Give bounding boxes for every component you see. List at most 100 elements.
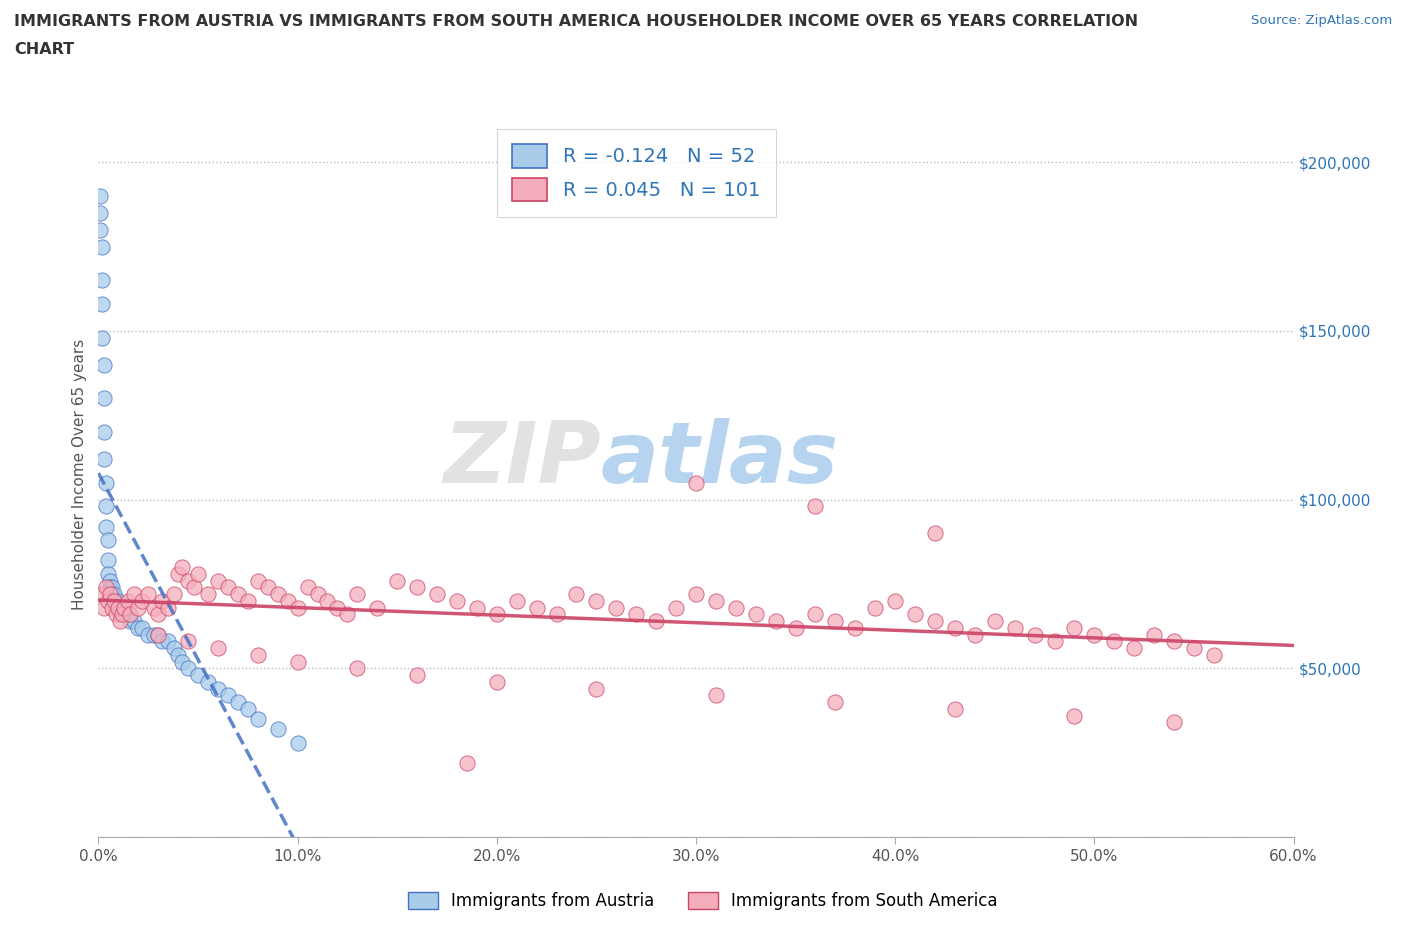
Point: [1182, 641, 1205, 656]
Point: [236, 701, 259, 716]
Point: [93, 357, 115, 372]
Point: [97, 553, 120, 568]
Point: [963, 627, 986, 642]
Point: [177, 634, 200, 649]
Point: [585, 593, 607, 608]
Legend: Immigrants from Austria, Immigrants from South America: Immigrants from Austria, Immigrants from…: [402, 885, 1004, 917]
Point: [745, 607, 768, 622]
Point: [91, 272, 114, 287]
Point: [1043, 634, 1066, 649]
Point: [704, 688, 727, 703]
Point: [107, 600, 129, 615]
Point: [704, 593, 727, 608]
Point: [111, 600, 134, 615]
Point: [307, 587, 329, 602]
Point: [177, 661, 200, 676]
Point: [685, 475, 707, 490]
Point: [150, 634, 173, 649]
Point: [246, 573, 269, 588]
Point: [93, 391, 115, 405]
Point: [187, 668, 209, 683]
Point: [107, 593, 129, 608]
Point: [1024, 627, 1046, 642]
Point: [804, 498, 827, 513]
Point: [105, 607, 128, 622]
Point: [124, 614, 146, 629]
Point: [943, 701, 966, 716]
Text: CHART: CHART: [14, 42, 75, 57]
Point: [148, 627, 170, 642]
Point: [136, 627, 159, 642]
Point: [97, 566, 120, 581]
Point: [157, 600, 180, 615]
Point: [167, 647, 190, 662]
Text: Source: ZipAtlas.com: Source: ZipAtlas.com: [1251, 14, 1392, 27]
Point: [426, 587, 449, 602]
Point: [1004, 620, 1026, 635]
Point: [131, 593, 153, 608]
Point: [585, 681, 607, 696]
Point: [485, 607, 508, 622]
Point: [904, 607, 927, 622]
Point: [226, 587, 249, 602]
Point: [197, 587, 219, 602]
Point: [246, 647, 269, 662]
Point: [506, 593, 529, 608]
Point: [546, 607, 568, 622]
Point: [943, 620, 966, 635]
Point: [287, 600, 309, 615]
Point: [267, 722, 290, 737]
Point: [148, 627, 170, 642]
Point: [984, 614, 1007, 629]
Point: [924, 614, 946, 629]
Point: [1083, 627, 1105, 642]
Point: [89, 206, 111, 220]
Point: [172, 560, 194, 575]
Point: [183, 580, 205, 595]
Point: [117, 607, 139, 622]
Point: [120, 607, 142, 622]
Point: [385, 573, 409, 588]
Point: [127, 620, 149, 635]
Point: [236, 593, 259, 608]
Point: [884, 593, 907, 608]
Point: [103, 593, 125, 608]
Point: [207, 573, 229, 588]
Point: [326, 600, 349, 615]
Point: [1143, 627, 1166, 642]
Point: [120, 614, 142, 629]
Point: [565, 587, 588, 602]
Point: [217, 580, 239, 595]
Point: [150, 593, 173, 608]
Point: [101, 580, 124, 595]
Point: [91, 297, 114, 312]
Point: [406, 580, 429, 595]
Point: [148, 607, 170, 622]
Text: atlas: atlas: [600, 418, 838, 501]
Point: [136, 587, 159, 602]
Point: [685, 587, 707, 602]
Y-axis label: Householder Income Over 65 years: Householder Income Over 65 years: [72, 339, 87, 610]
Point: [91, 330, 114, 345]
Point: [645, 614, 668, 629]
Point: [103, 587, 125, 602]
Point: [824, 614, 846, 629]
Point: [217, 688, 239, 703]
Point: [267, 587, 290, 602]
Point: [110, 614, 132, 629]
Point: [143, 600, 166, 615]
Point: [207, 681, 229, 696]
Point: [1063, 620, 1085, 635]
Point: [824, 695, 846, 710]
Point: [626, 607, 648, 622]
Point: [107, 600, 129, 615]
Point: [287, 654, 309, 669]
Point: [1063, 708, 1085, 723]
Point: [96, 498, 118, 513]
Point: [865, 600, 887, 615]
Point: [924, 525, 946, 540]
Point: [665, 600, 688, 615]
Point: [256, 580, 278, 595]
Point: [101, 600, 124, 615]
Point: [111, 607, 134, 622]
